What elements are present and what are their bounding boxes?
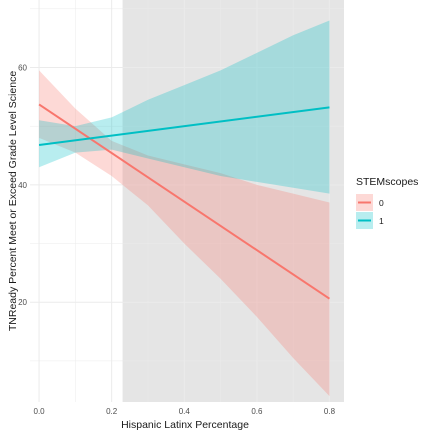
x-tick-label: 0.6: [251, 407, 263, 416]
x-axis-title: Hispanic Latinx Percentage: [121, 419, 249, 431]
x-tick-label: 0.0: [34, 407, 46, 416]
y-tick-label: 60: [18, 63, 27, 72]
y-axis-title: TNReady Percent Meet or Exceed Grade Lev…: [7, 71, 19, 331]
gridlines: [30, 0, 344, 402]
x-tick-label: 0.2: [106, 407, 118, 416]
series-lines: [38, 103, 331, 300]
legend-title: STEMscopes: [356, 176, 418, 188]
x-axis-ticks: 0.0 0.2 0.4 0.6 0.8: [34, 407, 336, 416]
y-tick-label: 20: [18, 298, 27, 307]
ci-ribbon-series-1: [39, 20, 330, 194]
legend-entry-1: 1: [356, 212, 384, 229]
x-tick-label: 0.4: [179, 407, 191, 416]
legend-label: 0: [379, 198, 384, 208]
legend-entry-0: 0: [356, 194, 384, 211]
x-tick-label: 0.8: [324, 407, 336, 416]
y-tick-label: 40: [18, 181, 27, 190]
y-axis-ticks: 20 40 60: [18, 63, 27, 307]
fit-line-series-0: [38, 103, 331, 300]
legend: STEMscopes 0 1: [356, 176, 418, 229]
legend-label: 1: [379, 216, 384, 226]
fit-line-series-1: [38, 106, 330, 146]
